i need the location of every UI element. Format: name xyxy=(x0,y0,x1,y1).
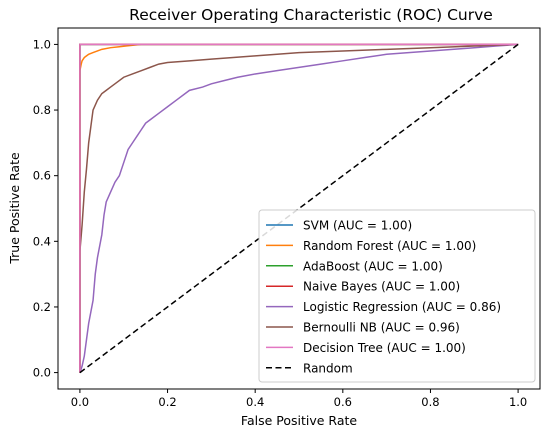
legend-label-svm: SVM (AUC = 1.00) xyxy=(303,219,412,233)
y-tick-label: 0.8 xyxy=(33,103,51,117)
y-tick-label: 0.2 xyxy=(33,300,51,314)
legend-label-random-forest: Random Forest (AUC = 1.00) xyxy=(303,239,476,253)
series-line-logistic-regression xyxy=(79,43,519,373)
series-layer xyxy=(79,43,519,374)
x-tick-label: 0.0 xyxy=(71,395,89,409)
y-tick-label: 0.0 xyxy=(33,366,51,380)
series-line-decision-tree xyxy=(79,43,519,373)
y-tick-label: 1.0 xyxy=(33,37,51,51)
series-line-random xyxy=(79,43,519,374)
series-line-random-forest xyxy=(79,43,519,373)
x-tick-label: 0.2 xyxy=(158,395,176,409)
ticks-layer: 0.0 0.2 0.4 0.6 0.8 1.0 0.0 0.2 0.4 0.6 0.8 1.0 xyxy=(33,37,528,409)
legend: SVM (AUC = 1.00) Random Forest (AUC = 1.0… xyxy=(258,209,536,383)
legend-label-naive-bayes: Naive Bayes (AUC = 1.00) xyxy=(303,280,460,294)
y-tick-label: 0.6 xyxy=(33,169,51,183)
x-tick-label: 0.4 xyxy=(246,395,264,409)
legend-label-decision-tree: Decision Tree (AUC = 1.00) xyxy=(303,341,466,355)
x-tick-label: 0.8 xyxy=(421,395,439,409)
x-tick-label: 1.0 xyxy=(509,395,527,409)
legend-box xyxy=(258,209,536,383)
x-axis-label: False Positive Rate xyxy=(241,413,357,428)
chart-title: Receiver Operating Characteristic (ROC) … xyxy=(129,6,493,24)
x-tick-label: 0.6 xyxy=(334,395,352,409)
plot-frame xyxy=(57,27,541,390)
y-tick-label: 0.4 xyxy=(33,234,51,248)
legend-label-adaboost: AdaBoost (AUC = 1.00) xyxy=(303,259,443,273)
legend-label-logistic-regression: Logistic Regression (AUC = 0.86) xyxy=(303,300,501,314)
legend-label-random: Random xyxy=(303,361,353,375)
legend-label-bernoulli-nb: Bernoulli NB (AUC = 0.96) xyxy=(303,321,460,335)
series-line-bernoulli-nb xyxy=(79,43,519,373)
y-axis-label: True Positive Rate xyxy=(7,152,22,265)
